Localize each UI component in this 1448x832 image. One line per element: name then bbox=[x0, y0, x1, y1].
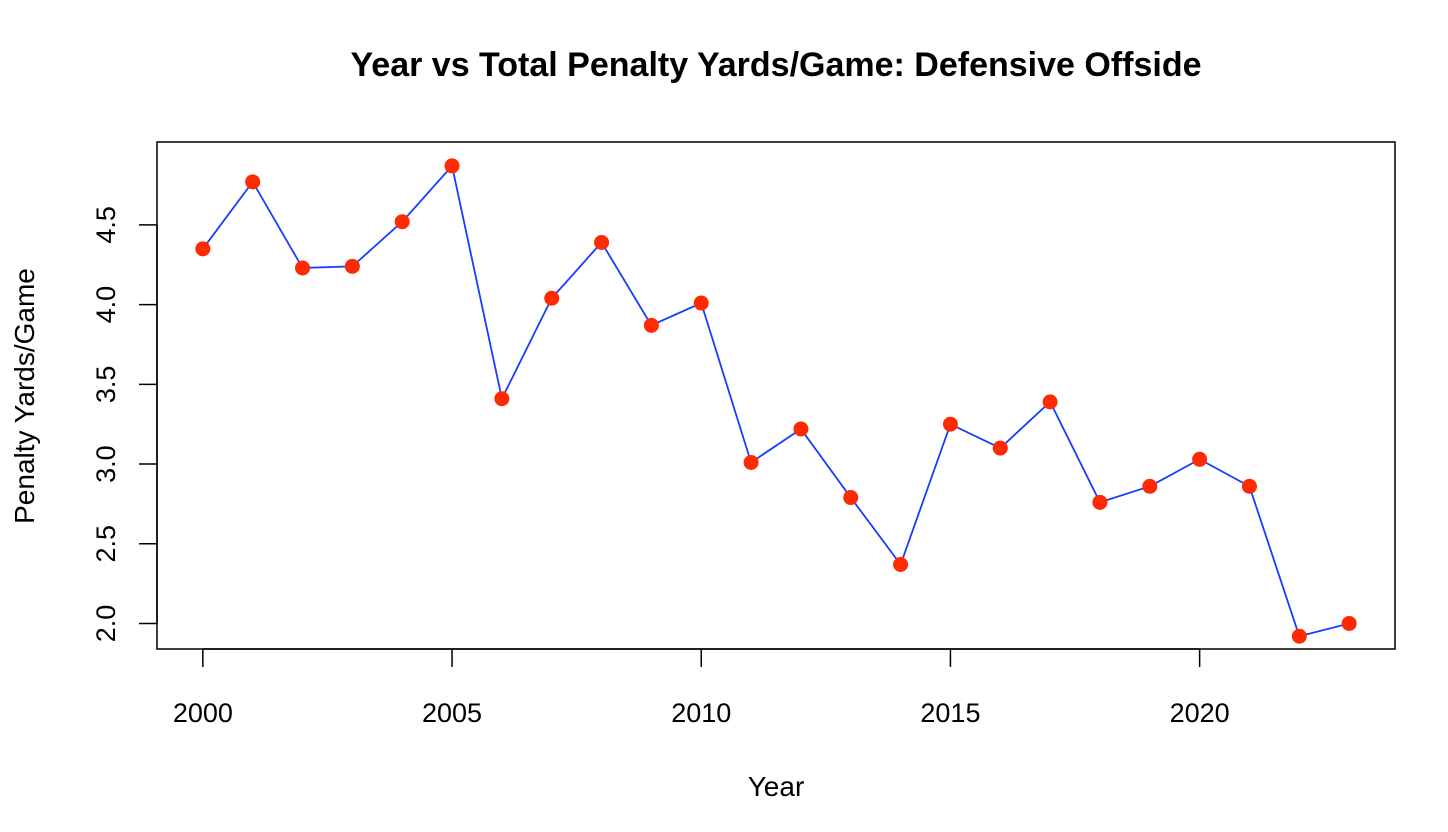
x-tick-label: 2020 bbox=[1170, 698, 1230, 728]
x-tick-label: 2005 bbox=[422, 698, 482, 728]
y-tick-label: 4.0 bbox=[91, 286, 121, 324]
chart-title: Year vs Total Penalty Yards/Game: Defens… bbox=[350, 46, 1201, 84]
data-point-2006 bbox=[494, 391, 510, 407]
data-point-2008 bbox=[594, 234, 610, 250]
data-point-2004 bbox=[394, 214, 410, 230]
data-point-2019 bbox=[1142, 478, 1158, 494]
data-point-2014 bbox=[893, 557, 909, 572]
data-point-2000 bbox=[195, 241, 211, 257]
data-point-2001 bbox=[245, 174, 261, 190]
data-point-2002 bbox=[295, 260, 311, 276]
data-point-2003 bbox=[344, 258, 360, 274]
x-tick-label: 2010 bbox=[671, 698, 731, 728]
y-axis: 2.0 2.5 3.0 3.5 4.0 4.5 bbox=[91, 206, 158, 643]
data-point-2017 bbox=[1042, 394, 1058, 410]
series-line bbox=[202, 163, 1350, 638]
data-point-2022 bbox=[1291, 628, 1307, 644]
data-point-2018 bbox=[1092, 494, 1108, 510]
data-point-2015 bbox=[942, 416, 958, 432]
data-point-2005 bbox=[444, 158, 460, 174]
data-point-2021 bbox=[1241, 478, 1257, 494]
y-tick-label: 2.0 bbox=[91, 605, 121, 643]
data-point-2009 bbox=[643, 317, 659, 333]
data-point-2016 bbox=[992, 440, 1008, 456]
plot-frame bbox=[156, 141, 1396, 650]
data-point-2011 bbox=[743, 454, 759, 470]
data-point-2007 bbox=[544, 290, 560, 306]
y-tick-label: 3.5 bbox=[91, 366, 121, 404]
data-point-2012 bbox=[793, 421, 809, 437]
data-point-2020 bbox=[1192, 451, 1208, 467]
data-point-2023 bbox=[1341, 615, 1357, 631]
data-point-2010 bbox=[693, 295, 709, 311]
y-axis-label: Penalty Yards/Game bbox=[9, 268, 40, 524]
y-tick-label: 3.0 bbox=[91, 445, 121, 483]
y-tick-label: 2.5 bbox=[91, 525, 121, 563]
series-layer bbox=[195, 158, 1357, 644]
y-tick-label: 4.5 bbox=[91, 206, 121, 244]
x-axis-label: Year bbox=[748, 771, 805, 802]
data-point-2013 bbox=[843, 490, 859, 506]
x-tick-label: 2015 bbox=[920, 698, 980, 728]
x-tick-label: 2000 bbox=[173, 698, 233, 728]
x-axis: 2000 2005 2010 2015 2020 bbox=[173, 648, 1230, 728]
